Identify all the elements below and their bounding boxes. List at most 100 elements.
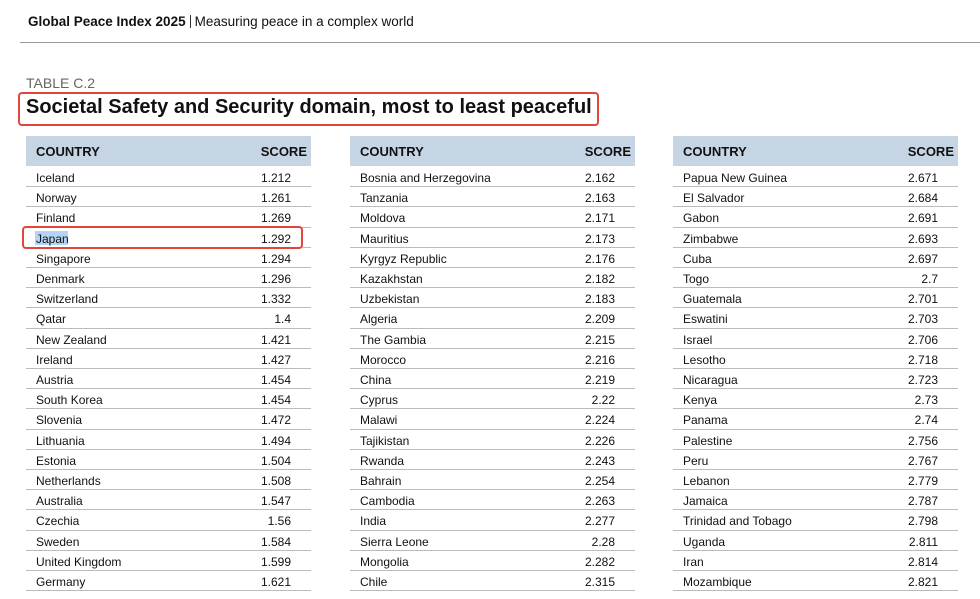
table-row: Netherlands 1.508 [26,470,311,491]
country: Togo [683,272,710,286]
country: Australia [36,494,83,509]
score: 1.332 [260,292,291,307]
country: Switzerland [36,292,99,307]
score: 2.703 [907,312,938,327]
country: Austria [36,373,74,387]
table-row: Panama 2.74 [673,409,958,430]
country: Moldova [360,211,406,226]
country: Estonia [36,453,77,468]
country: India [360,514,387,529]
score: 2.176 [584,251,615,266]
country: Norway [36,191,77,206]
score: 1.4 [274,312,291,327]
table-row: Estonia 1.504 [26,450,311,470]
table-label: TABLE C.2 [26,75,95,91]
table-row: Nicaragua 2.723 [673,369,958,390]
score: 2.814 [907,554,938,569]
table-row: Cambodia 2.263 [350,490,635,511]
score: 2.173 [584,231,615,246]
country: Lebanon [683,474,730,488]
country: Lesotho [683,352,726,367]
table-row: New Zealand 1.421 [26,329,311,349]
column-header: COUNTRY [683,144,747,159]
country: Cyprus [360,393,399,408]
country: Israel [683,332,713,347]
country: Uganda [683,534,726,549]
score: 2.315 [584,575,615,589]
score: 1.494 [260,433,291,448]
table-row: Trinidad and Tobago 2.798 [673,510,958,531]
score: 1.427 [260,352,291,367]
table-row: Finland 1.269 [26,207,311,228]
score: 1.261 [260,191,291,206]
table-row: India 2.277 [350,510,635,531]
highlight-box [22,226,303,249]
table-row: Australia 1.547 [26,490,311,511]
country: Tajikistan [360,433,410,448]
table-row: Iceland 1.212 [26,167,311,188]
table-row: Uganda 2.811 [673,531,958,551]
country: The Gambia [360,332,427,347]
table-row: Qatar 1.4 [26,308,311,329]
table-row: Moldova 2.171 [350,207,635,228]
score: 2.723 [907,373,938,387]
score: 2.697 [907,251,938,266]
table-row: Austria 1.454 [26,369,311,390]
table-row: United Kingdom 1.599 [26,551,311,571]
country: South Korea [36,393,103,408]
table-row: Norway 1.261 [26,187,311,208]
country: Netherlands [36,474,101,488]
table-row: China 2.219 [350,369,635,390]
table-row: Lebanon 2.779 [673,470,958,491]
country: Malawi [360,413,398,428]
score: 2.718 [907,352,938,367]
table-row: The Gambia 2.215 [350,329,635,349]
table-row: Singapore 1.294 [26,248,311,268]
country: Qatar [36,312,67,327]
score: 2.706 [907,332,938,347]
score: 2.787 [907,494,938,509]
table-row: Ireland 1.427 [26,349,311,369]
table-row: Sierra Leone 2.28 [350,531,635,551]
country: Sweden [36,534,80,549]
table-row: Palestine 2.756 [673,430,958,450]
table-row: Sweden 1.584 [26,531,311,551]
score: 2.767 [907,453,938,468]
country: Zimbabwe [683,231,739,246]
header: Global Peace Index 2025 Measuring peace i… [28,14,414,29]
table-row: Kazakhstan 2.182 [350,268,635,289]
table-row: Zimbabwe 2.693 [673,228,958,248]
table-row: Cuba 2.697 [673,248,958,268]
table-row: Denmark 1.296 [26,268,311,289]
table-row: Switzerland 1.332 [26,288,311,309]
score: 2.693 [907,231,938,246]
score: 2.821 [907,575,938,589]
score: 2.163 [584,191,615,206]
table-row: Tajikistan 2.226 [350,430,635,450]
country: Papua New Guinea [683,171,788,185]
score: 2.277 [584,514,615,529]
country: Kenya [683,393,718,408]
country: Morocco [360,352,407,367]
score: 2.224 [584,413,615,428]
score: 2.263 [584,494,615,509]
table-row: Eswatini 2.703 [673,308,958,329]
table-row: Jamaica 2.787 [673,490,958,511]
score: 2.73 [914,393,938,408]
table-row: Iran 2.814 [673,551,958,571]
country: Denmark [36,272,85,286]
country: Mongolia [360,554,409,569]
header-rule [20,42,980,43]
score: 2.226 [584,433,615,448]
table-row: El Salvador 2.684 [673,187,958,208]
score: 1.56 [267,514,291,529]
table-row: Algeria 2.209 [350,308,635,329]
country: New Zealand [36,332,107,347]
table-header: COUNTRY SCORE [26,136,311,166]
country: Ireland [36,352,73,367]
score: 2.282 [584,554,615,569]
country: Trinidad and Tobago [683,514,792,529]
column-header: COUNTRY [36,144,100,159]
table-row: Bosnia and Herzegovina 2.162 [350,167,635,188]
